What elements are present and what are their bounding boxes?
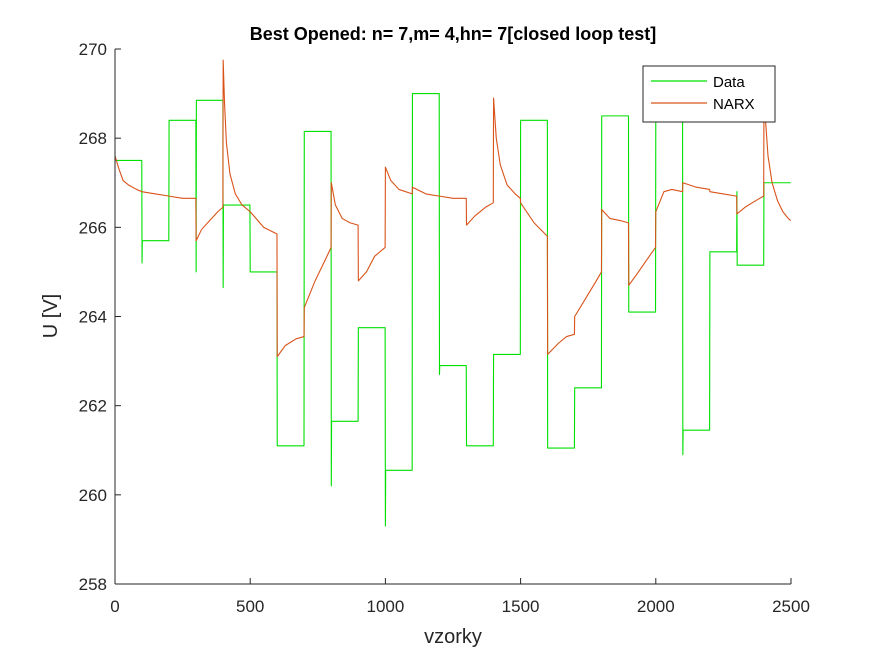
y-tick-label: 264 (79, 308, 107, 327)
x-ticks: 0 500 1000 1500 2000 2500 (110, 578, 810, 616)
legend[interactable]: Data NARX (642, 65, 776, 123)
legend-label-narx: NARX (713, 96, 755, 113)
x-axis-label: vzorky (424, 626, 482, 648)
y-axis-label: U [V] (40, 294, 62, 338)
y-tick-label: 262 (79, 397, 107, 416)
x-tick-label: 500 (236, 597, 264, 616)
legend-box (642, 65, 776, 123)
y-tick-label: 270 (79, 40, 107, 59)
chart-title: Best Opened: n= 7,m= 4,hn= 7[closed loop… (250, 24, 657, 44)
legend-label-data: Data (713, 74, 745, 91)
series-line-narx (114, 59, 792, 358)
x-tick-label: 0 (110, 597, 119, 616)
y-ticks: 258 260 262 264 266 268 270 (79, 40, 121, 594)
x-tick-label: 2500 (772, 597, 810, 616)
x-tick-label: 1000 (366, 597, 404, 616)
y-tick-label: 260 (79, 486, 107, 505)
y-tick-label: 266 (79, 218, 107, 237)
y-tick-label: 258 (79, 575, 107, 594)
series-group (114, 59, 792, 527)
x-tick-label: 1500 (502, 597, 540, 616)
plot-area (115, 49, 791, 584)
x-tick-label: 2000 (637, 597, 675, 616)
y-tick-label: 268 (79, 129, 107, 148)
